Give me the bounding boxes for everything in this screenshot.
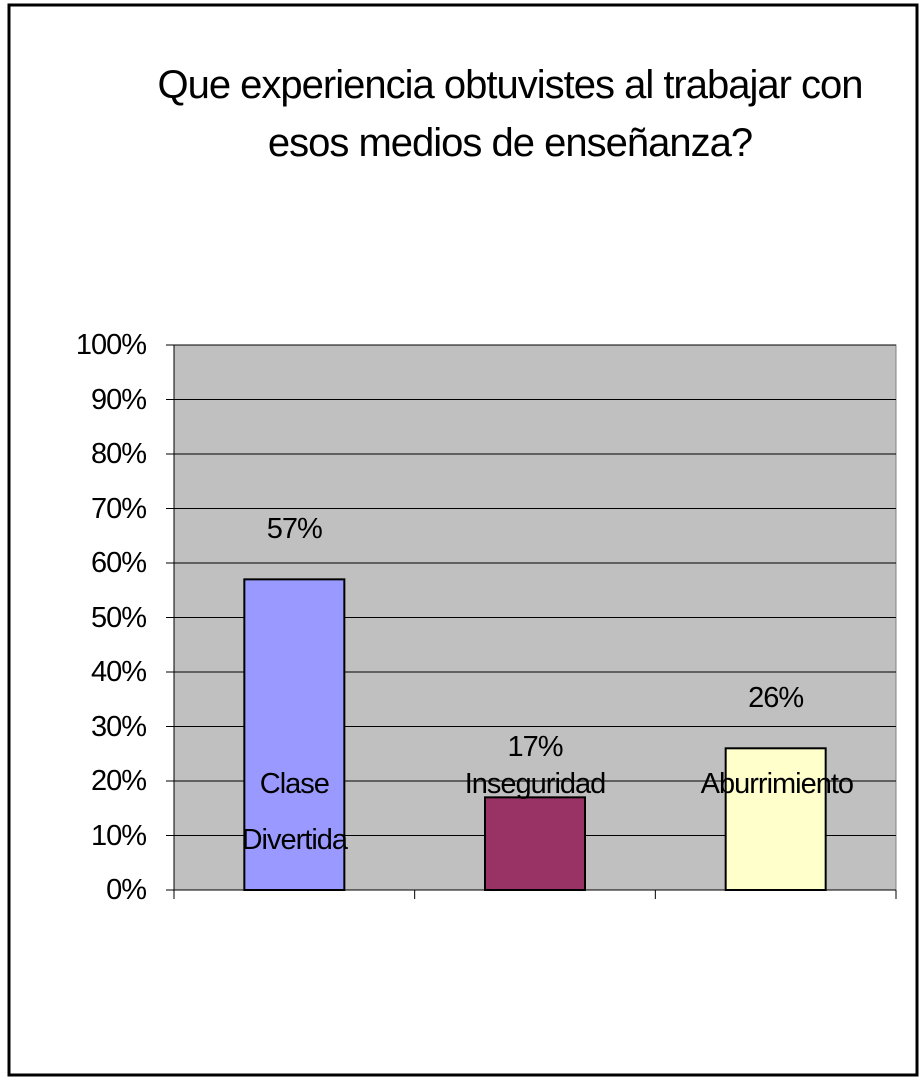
x-tick-label: Aburrimiento	[700, 768, 854, 800]
y-tick-label: 20%	[90, 765, 147, 797]
data-label: 26%	[748, 682, 804, 715]
y-tick-label: 90%	[90, 383, 147, 416]
y-tick-label: 30%	[90, 710, 147, 743]
bar	[484, 796, 586, 891]
y-tick-label: 100%	[75, 329, 147, 361]
y-tick-label: 70%	[90, 492, 147, 525]
bar	[724, 747, 827, 891]
y-tick-label: 60%	[90, 547, 147, 579]
data-label: 57%	[266, 513, 323, 546]
y-tick-label: 0%	[106, 874, 147, 906]
y-tick-label: 40%	[90, 656, 147, 688]
chart-title: Que experiencia obtuvistes al trabajar c…	[157, 63, 863, 165]
y-tick-label: 10%	[90, 819, 147, 852]
bar	[243, 578, 346, 891]
y-tick-label: 80%	[90, 438, 147, 470]
x-tick-label: Inseguridad	[464, 768, 607, 800]
y-tick-label: 50%	[90, 601, 147, 634]
x-tick-label: Clase Divertida	[241, 768, 348, 856]
data-label: 17%	[507, 731, 563, 764]
